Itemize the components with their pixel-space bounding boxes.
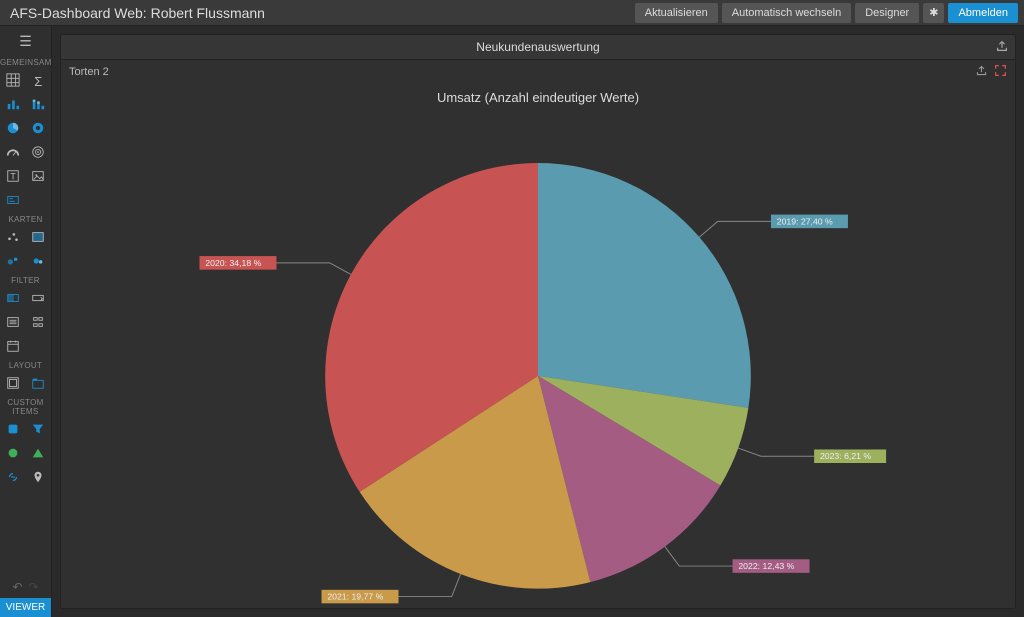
toolbox-section-layout: LAYOUT	[0, 359, 51, 372]
tool-custom-triangle[interactable]	[26, 442, 52, 466]
pie-label-2022: 2022: 12,43 %	[738, 561, 794, 571]
refresh-button[interactable]: Aktualisieren	[635, 3, 718, 23]
tool-bubble-map[interactable]	[0, 250, 26, 274]
pie-icon	[6, 121, 20, 138]
stacked-bar-icon	[31, 97, 45, 114]
card-maximize-button[interactable]	[994, 64, 1007, 80]
toolbox: ☰ GEMEINSAM Σ T KARTEN FILTER	[0, 26, 52, 617]
tool-text[interactable]: T	[0, 165, 26, 189]
pie-label-2019: 2019: 27,40 %	[777, 216, 833, 226]
tool-list[interactable]	[0, 311, 26, 335]
tool-kpi[interactable]	[0, 189, 26, 213]
settings-button[interactable]: ✱	[923, 3, 944, 23]
topbar: AFS-Dashboard Web: Robert Flussmann Aktu…	[0, 0, 1024, 26]
menu-toggle-button[interactable]: ☰	[0, 26, 51, 56]
image-icon	[31, 169, 45, 186]
autoswitch-button[interactable]: Automatisch wechseln	[722, 3, 851, 23]
chart-area: 2019: 27,40 % 2023: 6,21 % 2022: 12,43 % 20…	[61, 105, 1015, 608]
bar-chart-icon	[6, 97, 20, 114]
bubble-icon	[6, 254, 20, 271]
main-area: Neukundenauswertung Torten 2 Umsatz (Anz…	[52, 26, 1024, 617]
panel-title: Neukundenauswertung	[61, 40, 1015, 54]
pie-label-2023: 2023: 6,21 %	[820, 451, 871, 461]
toolbox-section-filter: FILTER	[0, 274, 51, 287]
triangle-icon	[31, 446, 45, 463]
db-icon	[6, 422, 20, 439]
tree-icon	[31, 315, 45, 332]
panel-header: Neukundenauswertung	[60, 34, 1016, 60]
scatter-icon	[6, 230, 20, 247]
logout-button[interactable]: Abmelden	[948, 3, 1018, 23]
tool-custom-pin[interactable]	[26, 466, 52, 490]
toolbox-section-karten: KARTEN	[0, 213, 51, 226]
heat-icon	[31, 254, 45, 271]
redo-button[interactable]: ↷	[29, 580, 39, 594]
circle-icon	[6, 446, 20, 463]
chart-title: Umsatz (Anzahl eindeutiger Werte)	[61, 84, 1015, 105]
tool-pie[interactable]	[0, 117, 26, 141]
target-icon	[31, 145, 45, 162]
tool-stacked-bar[interactable]	[26, 93, 52, 117]
text-icon: T	[6, 169, 20, 186]
tool-geo-map[interactable]	[26, 226, 52, 250]
export-icon	[975, 64, 988, 77]
gear-icon: ✱	[929, 7, 938, 19]
card-icon	[6, 193, 20, 210]
viewer-mode-button[interactable]: VIEWER	[0, 598, 51, 617]
pie-chart: 2019: 27,40 % 2023: 6,21 % 2022: 12,43 % 20…	[61, 105, 1015, 608]
toolbox-section-gemeinsam: GEMEINSAM	[0, 56, 51, 69]
app-title: AFS-Dashboard Web: Robert Flussmann	[10, 5, 631, 21]
geo-icon	[31, 230, 45, 247]
tool-donut[interactable]	[26, 117, 52, 141]
tool-tab[interactable]	[26, 372, 52, 396]
tool-custom-1[interactable]	[0, 418, 26, 442]
undo-button[interactable]: ↶	[12, 580, 22, 594]
pie-slice-2019[interactable]	[538, 163, 751, 408]
calendar-icon	[6, 339, 20, 356]
list-icon	[6, 315, 20, 332]
range-icon	[6, 291, 20, 308]
card-export-button[interactable]	[975, 64, 988, 80]
tool-custom-link[interactable]	[0, 466, 26, 490]
tool-scatter-map[interactable]	[0, 226, 26, 250]
panel-export-button[interactable]	[995, 39, 1009, 56]
sigma-icon: Σ	[34, 74, 42, 89]
tool-bar-chart[interactable]	[0, 93, 26, 117]
pie-label-2021: 2021: 19,77 %	[327, 591, 383, 601]
chart-card: Torten 2 Umsatz (Anzahl eindeutiger Wert…	[60, 60, 1016, 609]
toolbox-section-custom: CUSTOM ITEMS	[0, 396, 51, 418]
tool-tree[interactable]	[26, 311, 52, 335]
tool-gauge[interactable]	[0, 141, 26, 165]
export-icon	[995, 39, 1009, 53]
tool-group[interactable]	[0, 372, 26, 396]
link-icon	[6, 470, 20, 487]
tool-sigma[interactable]: Σ	[26, 69, 52, 93]
tool-custom-funnel[interactable]	[26, 418, 52, 442]
grid-icon	[6, 73, 20, 90]
tab-icon	[31, 376, 45, 393]
pin-icon	[31, 470, 45, 487]
tool-combo[interactable]	[26, 287, 52, 311]
tool-custom-circle[interactable]	[0, 442, 26, 466]
donut-icon	[31, 121, 45, 138]
group-icon	[6, 376, 20, 393]
tool-date[interactable]	[0, 335, 26, 359]
tool-heat-map[interactable]	[26, 250, 52, 274]
designer-button[interactable]: Designer	[855, 3, 919, 23]
combo-icon	[31, 291, 45, 308]
tool-empty2	[26, 335, 52, 359]
tool-grid[interactable]	[0, 69, 26, 93]
pie-label-2020: 2020: 34,18 %	[205, 258, 261, 268]
tool-range[interactable]	[0, 287, 26, 311]
tool-image[interactable]	[26, 165, 52, 189]
gauge-icon	[6, 145, 20, 162]
maximize-icon	[994, 64, 1007, 77]
svg-text:T: T	[10, 171, 16, 181]
tool-target[interactable]	[26, 141, 52, 165]
funnel-icon	[31, 422, 45, 439]
tool-empty1	[26, 189, 52, 213]
card-title: Torten 2	[69, 66, 969, 78]
